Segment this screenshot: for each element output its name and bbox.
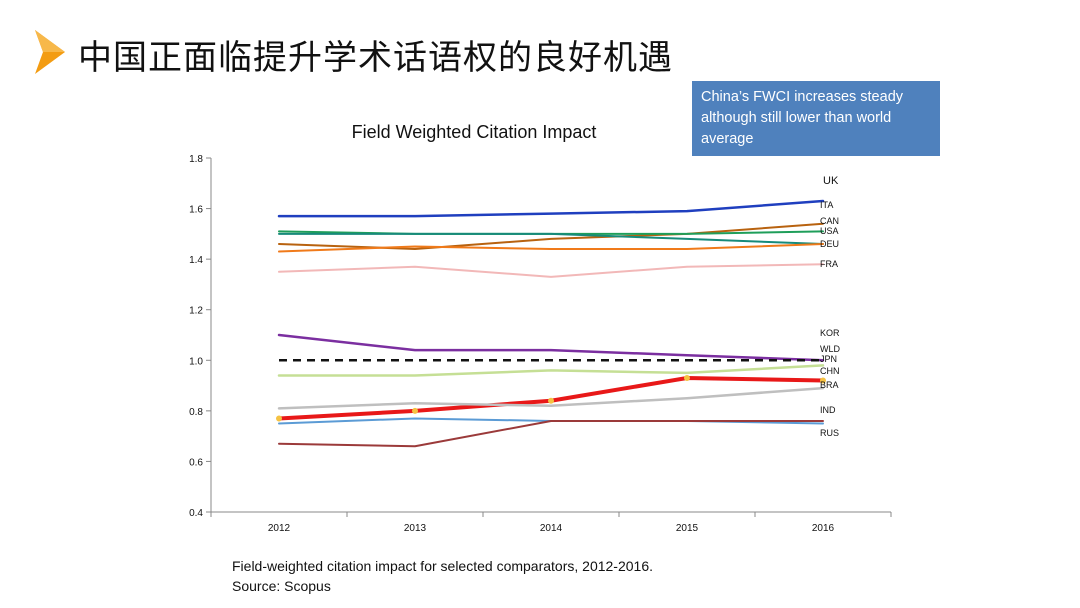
series-label-usa: USA <box>820 226 839 236</box>
play-arrow-icon <box>35 30 65 74</box>
series-line-rus <box>278 419 824 448</box>
series-label-kor: KOR <box>820 328 840 338</box>
series-line-usa <box>278 232 824 245</box>
x-tick-label: 2014 <box>540 523 563 534</box>
y-tick-label: 1.8 <box>189 154 203 165</box>
series-line-jpn <box>277 364 825 377</box>
series-line-fra <box>278 263 824 278</box>
figure-caption: Field-weighted citation impact for selec… <box>232 556 653 596</box>
slide-title: 中国正面临提升学术话语权的良好机遇 <box>78 38 673 78</box>
caption-line-2: Source: Scopus <box>232 578 331 594</box>
series-label-deu: DEU <box>820 239 839 249</box>
series-line-deu <box>278 242 824 253</box>
series-label-can: CAN <box>820 216 839 226</box>
series-label-ind: IND <box>820 405 836 415</box>
y-tick-label: 1.2 <box>189 306 203 317</box>
annotation-box: China’s FWCI increases steady although s… <box>692 81 940 156</box>
series-line-kor <box>277 333 825 362</box>
series-label-chn: CHN <box>820 366 840 376</box>
x-tick-label: 2016 <box>812 523 835 534</box>
series-label-fra: FRA <box>820 259 838 269</box>
y-tick-label: 1.0 <box>189 356 203 367</box>
x-tick-label: 2015 <box>676 523 699 534</box>
series-layer <box>276 199 826 448</box>
series-label-wld: WLD <box>820 344 841 354</box>
y-tick-label: 0.8 <box>189 407 203 418</box>
chart-axes: 0.4 0.6 0.8 1.0 1.2 1.4 1.6 1.8 2012 2013 2014 2015… <box>189 154 892 534</box>
x-tick-label: 2012 <box>268 523 291 534</box>
y-tick-label: 1.6 <box>189 205 203 216</box>
data-point-chn <box>412 407 418 414</box>
series-label-jpn: JPN <box>820 354 837 364</box>
series-line-bra <box>277 386 825 410</box>
series-label-rus: RUS <box>820 428 839 438</box>
x-tick-label: 2013 <box>404 523 427 534</box>
data-point-chn <box>548 397 554 404</box>
y-tick-label: 0.4 <box>189 508 203 519</box>
y-tick-label: 0.6 <box>189 457 203 468</box>
chart-title: Field Weighted Citation Impact <box>352 122 597 142</box>
y-tick-label: 1.4 <box>189 255 203 266</box>
data-point-chn <box>276 415 282 422</box>
data-point-chn <box>684 374 690 381</box>
series-label-bra: BRA <box>820 380 839 390</box>
series-label-uk: UK <box>823 175 839 187</box>
series-line-ita <box>278 222 824 251</box>
series-line-uk <box>277 199 825 218</box>
series-label-ita: ITA <box>820 200 833 210</box>
caption-line-1: Field-weighted citation impact for selec… <box>232 558 653 574</box>
data-point-chn <box>820 377 826 384</box>
